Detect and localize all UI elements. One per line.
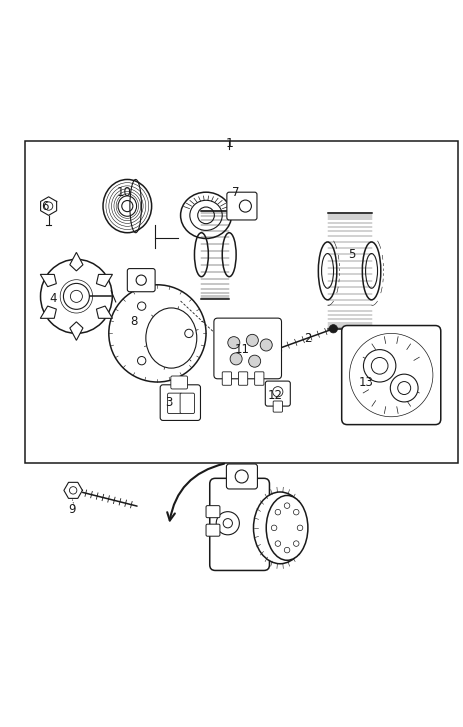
Text: 13: 13 xyxy=(358,376,373,388)
Polygon shape xyxy=(40,274,56,286)
Circle shape xyxy=(284,547,290,553)
Text: 10: 10 xyxy=(117,185,131,198)
FancyBboxPatch shape xyxy=(342,326,441,425)
Text: 1: 1 xyxy=(225,137,233,150)
Circle shape xyxy=(271,525,277,531)
Polygon shape xyxy=(40,306,56,318)
Text: 5: 5 xyxy=(348,248,356,261)
Ellipse shape xyxy=(41,260,113,334)
Circle shape xyxy=(138,302,146,310)
Circle shape xyxy=(235,470,248,483)
Ellipse shape xyxy=(146,308,197,368)
Circle shape xyxy=(329,325,338,333)
Circle shape xyxy=(230,353,242,365)
FancyBboxPatch shape xyxy=(265,381,290,406)
Circle shape xyxy=(273,387,283,397)
Circle shape xyxy=(63,284,89,309)
Circle shape xyxy=(138,356,146,365)
Polygon shape xyxy=(96,306,113,318)
Circle shape xyxy=(363,350,396,382)
Circle shape xyxy=(136,275,146,285)
FancyBboxPatch shape xyxy=(222,371,232,385)
Polygon shape xyxy=(41,197,56,215)
FancyBboxPatch shape xyxy=(273,401,282,412)
Bar xyxy=(25,141,458,463)
Text: 6: 6 xyxy=(42,200,49,212)
Circle shape xyxy=(249,356,261,367)
Polygon shape xyxy=(96,274,113,286)
FancyBboxPatch shape xyxy=(206,506,220,518)
FancyBboxPatch shape xyxy=(160,385,200,420)
Circle shape xyxy=(284,503,290,508)
FancyBboxPatch shape xyxy=(210,478,269,571)
Polygon shape xyxy=(64,482,82,499)
Text: 9: 9 xyxy=(68,503,75,516)
Text: 8: 8 xyxy=(131,316,138,329)
Circle shape xyxy=(246,334,258,346)
Circle shape xyxy=(185,329,193,337)
FancyBboxPatch shape xyxy=(127,268,155,292)
Circle shape xyxy=(390,374,418,402)
Circle shape xyxy=(216,512,239,535)
Circle shape xyxy=(275,510,281,515)
Circle shape xyxy=(294,510,299,515)
Circle shape xyxy=(239,200,251,212)
FancyBboxPatch shape xyxy=(238,371,248,385)
Text: 7: 7 xyxy=(232,185,240,198)
Polygon shape xyxy=(70,252,83,271)
FancyBboxPatch shape xyxy=(214,318,282,379)
Circle shape xyxy=(297,525,303,531)
Text: 2: 2 xyxy=(304,332,312,345)
Ellipse shape xyxy=(266,496,308,561)
FancyBboxPatch shape xyxy=(206,524,220,537)
Text: 12: 12 xyxy=(268,390,283,403)
Ellipse shape xyxy=(109,285,206,382)
Text: 3: 3 xyxy=(165,396,173,409)
Text: 4: 4 xyxy=(50,292,57,305)
FancyBboxPatch shape xyxy=(171,376,188,389)
FancyBboxPatch shape xyxy=(168,393,182,414)
Ellipse shape xyxy=(254,492,307,563)
FancyBboxPatch shape xyxy=(255,371,264,385)
Circle shape xyxy=(228,337,240,349)
Circle shape xyxy=(275,541,281,547)
Text: 11: 11 xyxy=(235,343,250,356)
Circle shape xyxy=(294,541,299,547)
Circle shape xyxy=(260,339,272,351)
FancyBboxPatch shape xyxy=(226,464,257,489)
FancyBboxPatch shape xyxy=(180,393,194,414)
Circle shape xyxy=(143,318,172,348)
Polygon shape xyxy=(70,322,83,340)
FancyBboxPatch shape xyxy=(227,192,257,220)
